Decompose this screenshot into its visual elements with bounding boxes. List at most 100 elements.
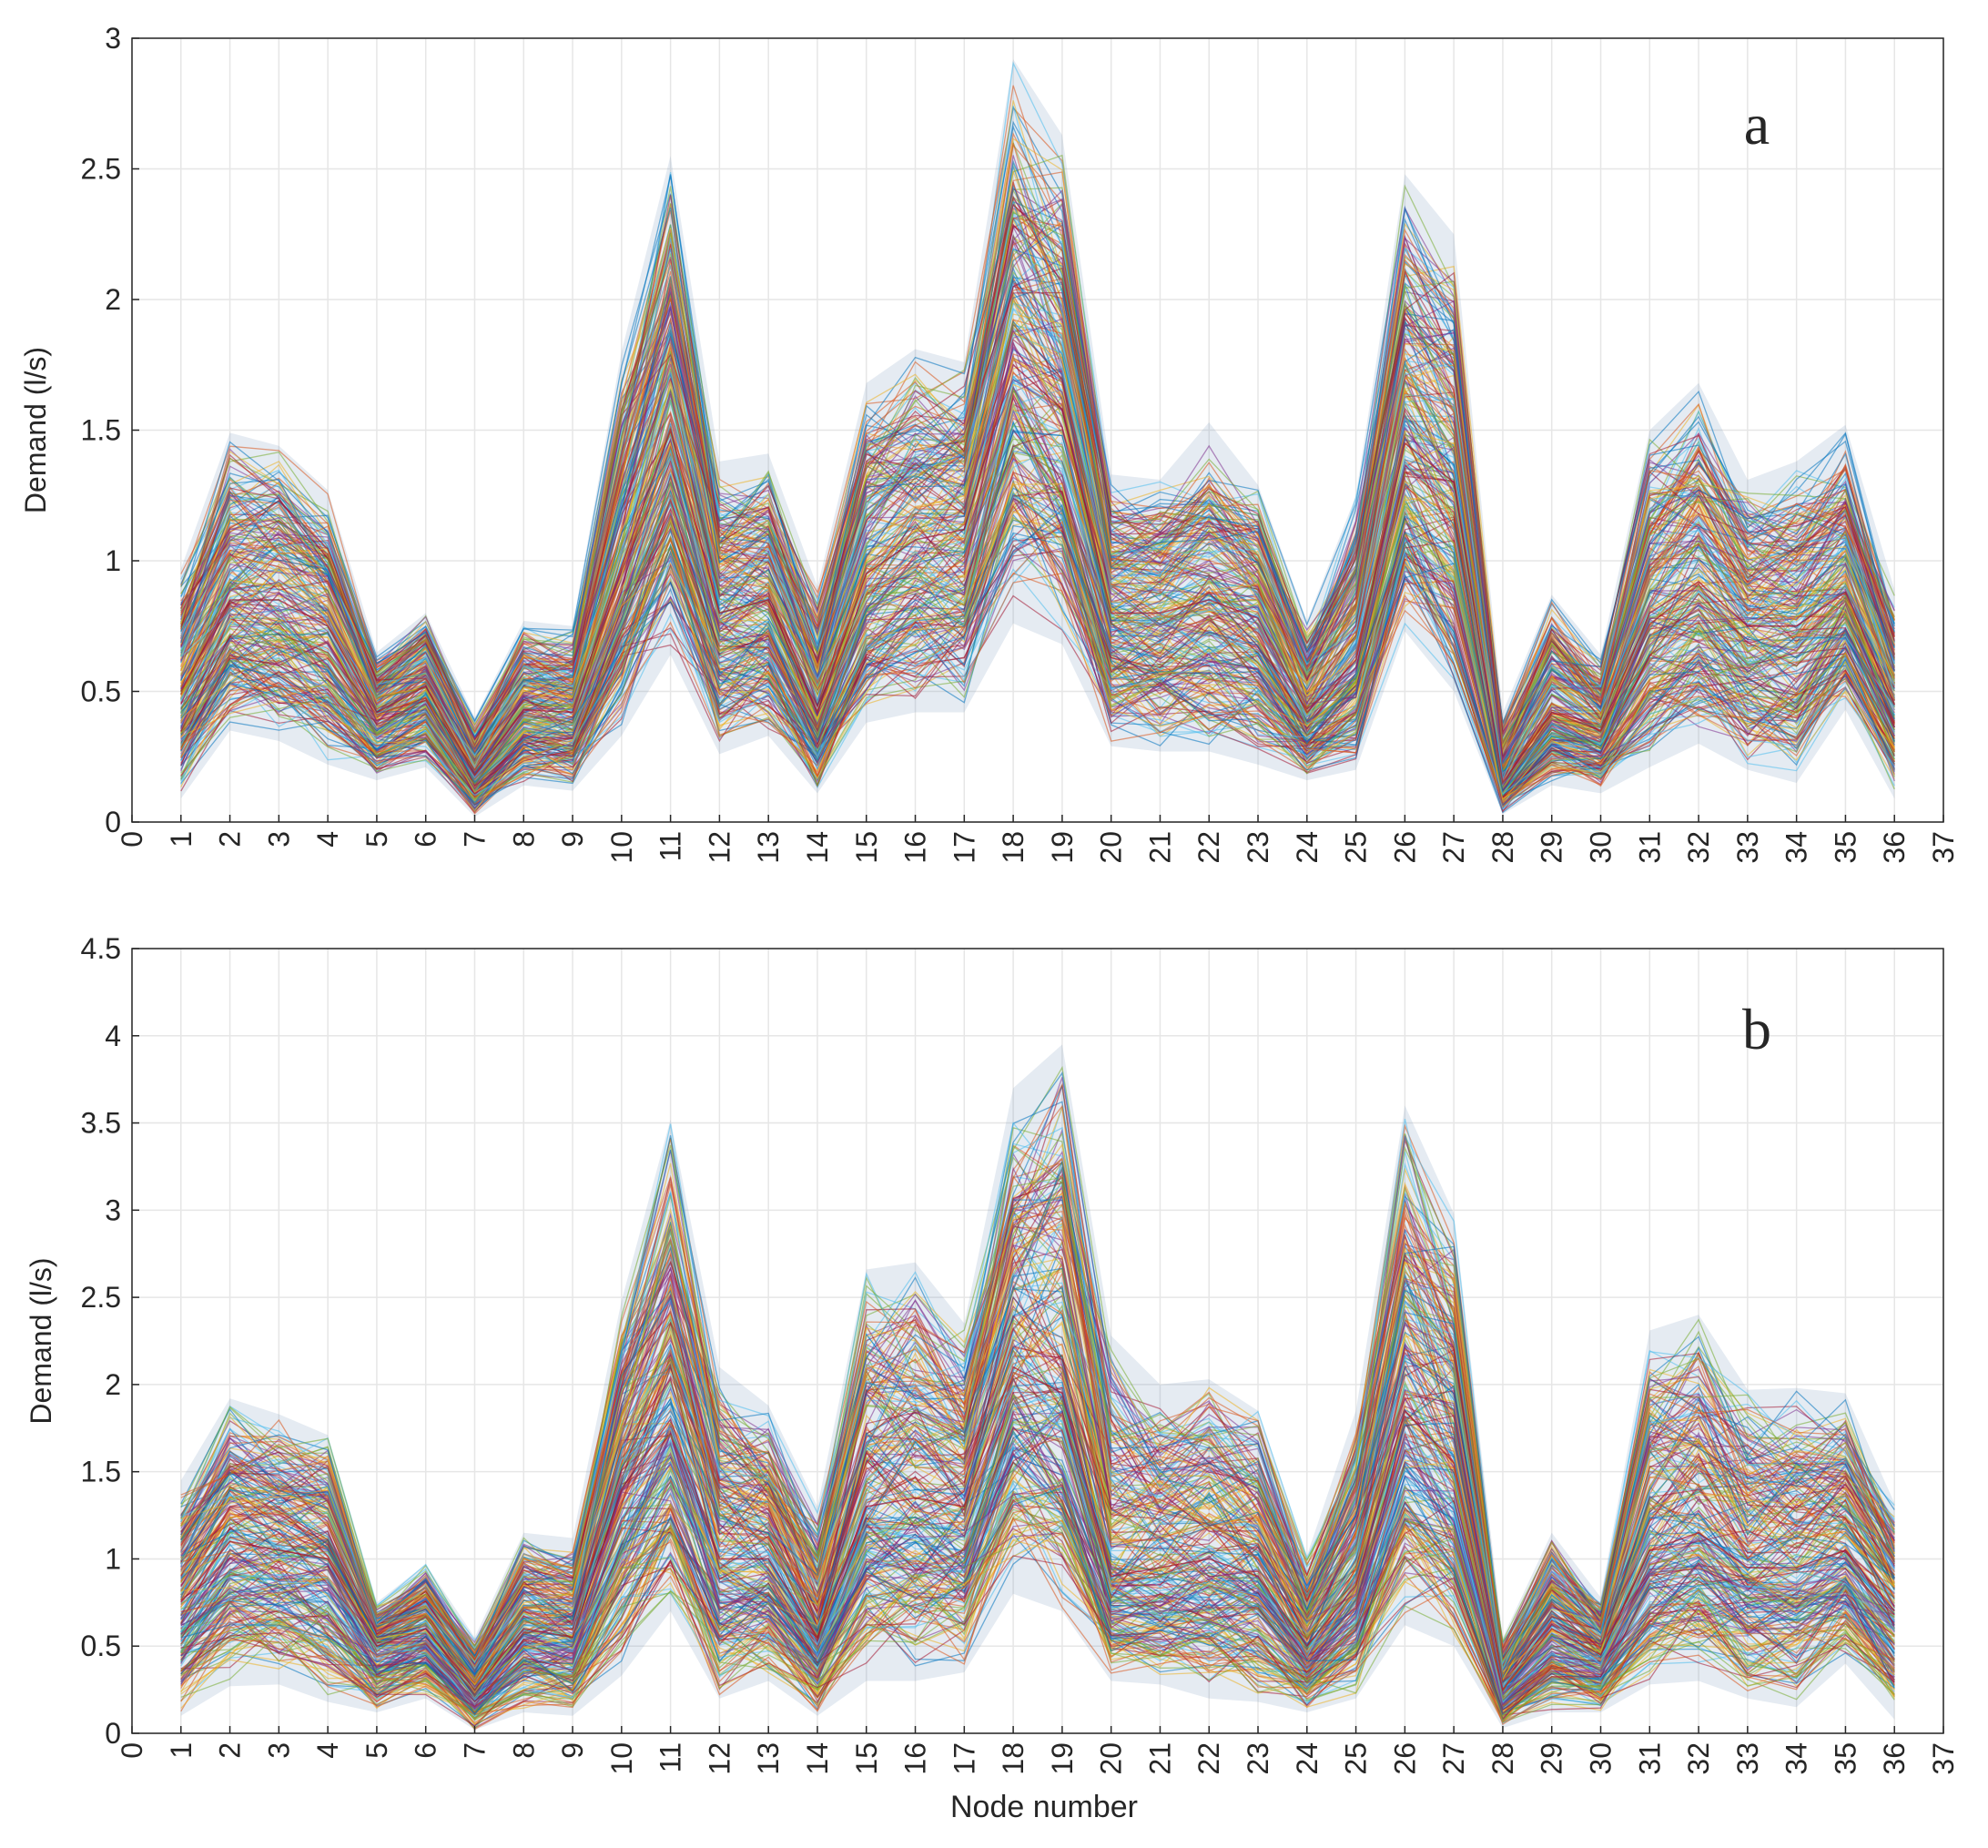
scenario-line xyxy=(180,308,1895,787)
x-tick-label: 6 xyxy=(410,831,442,848)
x-tick-label: 13 xyxy=(752,831,785,864)
scenario-line xyxy=(180,323,1895,787)
scenario-line xyxy=(180,1214,1895,1664)
x-tick-label: 17 xyxy=(948,831,980,864)
y-tick-label: 0.5 xyxy=(81,1630,121,1662)
median-line xyxy=(180,363,1895,786)
median-line xyxy=(180,1366,1895,1691)
x-tick-label: 3 xyxy=(262,1742,295,1759)
x-tick-label: 21 xyxy=(1143,831,1176,864)
x-tick-label: 29 xyxy=(1536,1742,1568,1775)
x-tick-label: 14 xyxy=(801,1742,834,1775)
scenario-line xyxy=(180,491,1895,798)
x-tick-label: 24 xyxy=(1291,1742,1324,1775)
x-tick-label: 10 xyxy=(605,831,638,864)
x-tick-label: 27 xyxy=(1437,831,1470,864)
x-tick-label: 10 xyxy=(605,1742,638,1775)
scenario-line xyxy=(180,1182,1895,1661)
scenario-line xyxy=(180,1429,1895,1716)
scenario-line xyxy=(180,1448,1895,1709)
scenario-line xyxy=(180,1144,1895,1648)
x-tick-label: 25 xyxy=(1340,1742,1373,1775)
y-tick-label: 1.5 xyxy=(81,1456,121,1488)
scenario-line xyxy=(180,1518,1895,1715)
x-tick-label: 29 xyxy=(1536,831,1568,864)
x-tick-label: 5 xyxy=(360,831,393,848)
scenario-line xyxy=(180,495,1895,797)
x-tick-label: 22 xyxy=(1192,1742,1225,1775)
x-tick-label: 31 xyxy=(1633,831,1666,864)
series-lines-b xyxy=(180,1065,1895,1731)
scenario-line xyxy=(180,1119,1895,1665)
x-tick-label: 20 xyxy=(1095,1742,1128,1775)
x-tick-label: 36 xyxy=(1878,1742,1911,1775)
x-tick-label: 16 xyxy=(899,831,932,864)
x-tick-label: 37 xyxy=(1927,1742,1960,1775)
y-tick-labels-b: 0 0.5 1 1.5 2 2.5 3 3.5 4 4.5 xyxy=(81,932,139,1750)
x-tick-label: 34 xyxy=(1780,1742,1813,1775)
x-tick-label: 30 xyxy=(1585,1742,1618,1775)
x-tick-label: 19 xyxy=(1046,831,1079,864)
y-tick-label: 2 xyxy=(105,283,121,316)
x-tick-label: 19 xyxy=(1046,1742,1079,1775)
x-tick-label: 33 xyxy=(1731,831,1764,864)
scenario-line xyxy=(180,1327,1895,1698)
x-tick-label: 5 xyxy=(360,1742,393,1759)
x-tick-label: 8 xyxy=(507,831,540,848)
y-tick-label: 1.5 xyxy=(81,414,121,447)
x-tick-label: 4 xyxy=(311,831,344,848)
y-tick-label: 2.5 xyxy=(81,1281,121,1314)
x-tick-label: 3 xyxy=(262,831,295,848)
x-tick-label: 12 xyxy=(703,1742,735,1775)
x-tick-label: 16 xyxy=(899,1742,932,1775)
x-tick-label: 7 xyxy=(458,831,491,848)
x-tick-label: 8 xyxy=(507,1742,540,1759)
x-tick-label: 11 xyxy=(654,831,687,861)
x-tick-label: 2 xyxy=(214,831,247,848)
y-axis-label-b: Demand (l/s) xyxy=(25,1257,57,1424)
scenario-line xyxy=(180,492,1895,793)
x-tick-label: 9 xyxy=(556,831,589,848)
y-tick-label: 0 xyxy=(105,1717,121,1750)
y-tick-label: 3 xyxy=(105,1193,121,1226)
scenario-line xyxy=(180,479,1895,803)
x-tick-label: 17 xyxy=(948,1742,980,1775)
scenario-line xyxy=(180,195,1895,756)
scenario-line xyxy=(180,211,1895,742)
y-tick-label: 1 xyxy=(105,544,121,577)
scenario-line xyxy=(180,1555,1895,1727)
scenario-line xyxy=(180,1333,1895,1700)
x-tick-label: 28 xyxy=(1486,831,1519,864)
x-tick-label: 9 xyxy=(556,1742,589,1759)
x-tick-label: 30 xyxy=(1585,831,1618,864)
panel-letter-b: b xyxy=(1742,997,1771,1061)
x-tick-label: 2 xyxy=(214,1742,247,1759)
y-axis-label-a: Demand (l/s) xyxy=(19,347,52,513)
x-tick-label: 22 xyxy=(1192,831,1225,864)
y-tick-label: 2 xyxy=(105,1368,121,1401)
scenario-line xyxy=(180,200,1895,782)
scenario-line xyxy=(180,1300,1895,1696)
scenario-line xyxy=(180,1496,1895,1730)
scenario-line xyxy=(180,1295,1895,1684)
x-tick-label: 35 xyxy=(1829,831,1861,864)
x-tick-label: 31 xyxy=(1633,1742,1666,1775)
x-tick-label: 23 xyxy=(1242,1742,1274,1775)
x-tick-label: 1 xyxy=(165,1742,198,1759)
scenario-line xyxy=(180,1396,1895,1708)
x-tick-label: 6 xyxy=(410,1742,442,1759)
y-tick-label: 1 xyxy=(105,1542,121,1575)
x-tick-label: 23 xyxy=(1242,831,1274,864)
x-tick-label: 7 xyxy=(458,1742,491,1759)
scenario-line xyxy=(180,1354,1895,1696)
x-tick-label: 32 xyxy=(1682,1742,1715,1775)
scenario-line xyxy=(180,233,1895,762)
axes-frame-b xyxy=(131,948,1944,1734)
x-tick-label: 12 xyxy=(703,831,735,864)
scenario-line xyxy=(180,184,1895,766)
x-tick-label: 28 xyxy=(1486,1742,1519,1775)
scenario-line xyxy=(180,1203,1895,1654)
scenario-line xyxy=(180,250,1895,772)
scenario-line xyxy=(180,1145,1895,1664)
x-tick-label: 13 xyxy=(752,1742,785,1775)
